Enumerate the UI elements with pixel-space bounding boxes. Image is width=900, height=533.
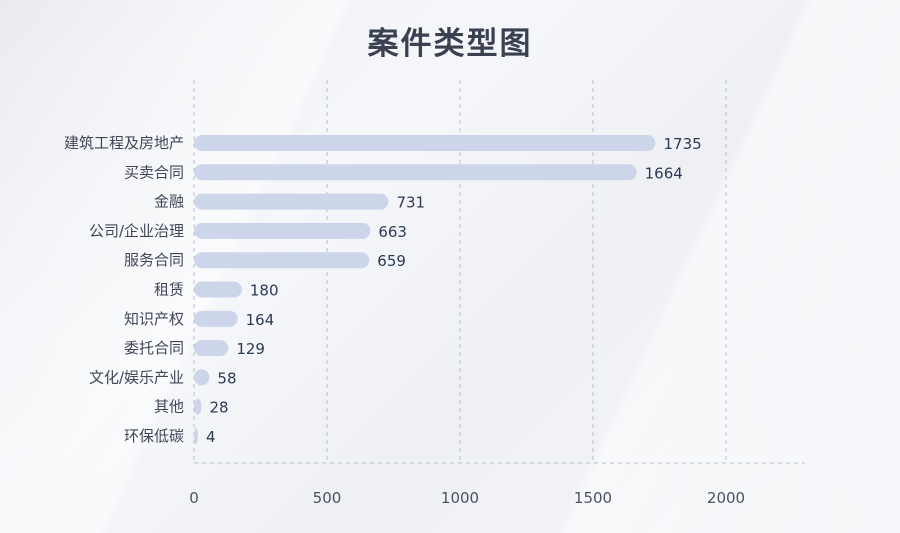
- x-tick-label: 1500: [574, 489, 612, 507]
- category-label: 环保低碳: [124, 427, 184, 445]
- x-tick-label: 0: [189, 489, 199, 507]
- value-label: 1664: [645, 164, 683, 182]
- value-label: 129: [236, 340, 265, 358]
- bar: [194, 428, 198, 444]
- category-label: 知识产权: [124, 310, 184, 328]
- bar: [194, 252, 370, 269]
- value-label: 164: [246, 311, 275, 329]
- bar: [194, 193, 389, 210]
- x-tick-label: 1000: [441, 489, 479, 507]
- bar: [194, 340, 229, 357]
- value-label: 180: [250, 282, 279, 300]
- value-label: 663: [378, 223, 407, 241]
- bar: [194, 310, 238, 327]
- bar: [194, 222, 371, 239]
- category-label: 公司/企业治理: [89, 222, 184, 240]
- value-label: 58: [217, 369, 236, 387]
- value-label: 28: [209, 399, 228, 417]
- value-label: 4: [206, 428, 216, 446]
- chart-title: 案件类型图: [367, 26, 533, 62]
- bar: [194, 135, 656, 151]
- category-label: 买卖合同: [124, 163, 184, 181]
- category-label: 委托合同: [124, 339, 184, 357]
- bar: [194, 281, 242, 298]
- bar: [194, 369, 210, 386]
- category-label: 其他: [154, 398, 184, 416]
- x-tick-label: 500: [313, 489, 342, 507]
- x-tick-label: 2000: [707, 489, 745, 507]
- bar: [194, 398, 202, 415]
- value-label: 1735: [664, 135, 702, 153]
- category-label: 文化/娱乐产业: [89, 368, 184, 386]
- category-label: 租赁: [154, 281, 184, 299]
- category-label: 建筑工程及房地产: [64, 134, 184, 152]
- bar: [194, 164, 637, 181]
- category-label: 服务合同: [124, 251, 184, 269]
- value-label: 659: [377, 252, 406, 270]
- value-label: 731: [396, 194, 425, 212]
- category-label: 金融: [154, 193, 184, 211]
